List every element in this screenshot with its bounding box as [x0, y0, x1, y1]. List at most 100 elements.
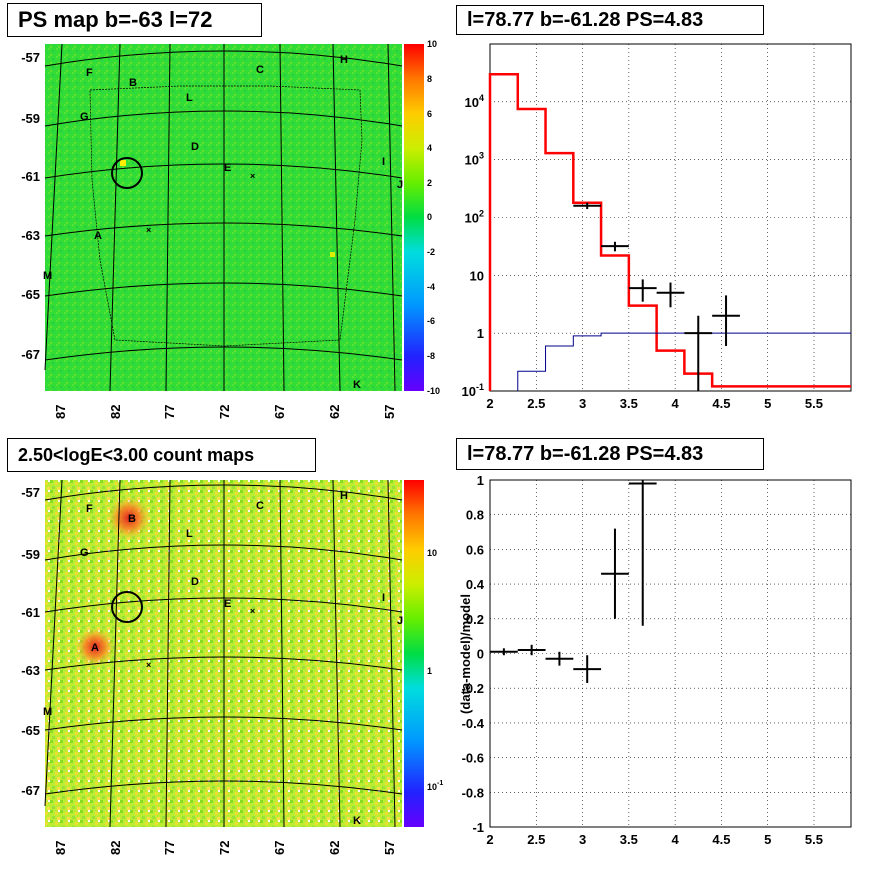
x-tick: 77 — [162, 841, 177, 855]
y-tick-label: -1 — [472, 820, 484, 835]
source-label: E — [224, 598, 231, 610]
y-tick-label: 10-1 — [462, 382, 484, 399]
x-tick-label: 2 — [486, 396, 493, 411]
source-label: F — [86, 503, 93, 515]
svg-text:10: 10 — [427, 548, 437, 558]
y-tick-label: 102 — [465, 209, 484, 226]
x-tick-label: 3.5 — [620, 832, 638, 847]
svg-text:-2: -2 — [427, 247, 435, 257]
svg-text:-1: -1 — [437, 780, 443, 787]
count-map-y-ticks: -57 -59 -61 -63 -65 -67 — [21, 485, 40, 798]
y-tick: -61 — [21, 605, 40, 620]
x-tick: 67 — [272, 841, 287, 855]
svg-text:-10: -10 — [427, 386, 440, 396]
x-tick-label: 3 — [579, 396, 586, 411]
source-blob-A — [75, 627, 115, 667]
x-tick: 82 — [108, 405, 123, 419]
svg-text:10: 10 — [427, 782, 437, 792]
source-label: C — [256, 500, 264, 512]
ps-colorbar — [404, 44, 424, 391]
y-tick: -65 — [21, 723, 40, 738]
marker-x: × — [250, 171, 255, 181]
count-map-title: 2.50<logE<3.00 count maps — [7, 438, 316, 472]
survey-footprint — [89, 85, 363, 347]
x-tick-label: 5.5 — [805, 396, 823, 411]
source-label: J — [397, 179, 403, 191]
x-tick: 77 — [162, 405, 177, 419]
x-tick-label: 3.5 — [620, 396, 638, 411]
source-label: A — [91, 642, 99, 654]
x-tick: 82 — [108, 841, 123, 855]
source-label: G — [80, 111, 89, 123]
source-label: H — [340, 54, 348, 66]
y-tick: -63 — [21, 663, 40, 678]
count-map-grid — [44, 479, 403, 828]
svg-text:-8: -8 — [427, 351, 435, 361]
residual-title: l=78.77 b=-61.28 PS=4.83 — [456, 438, 764, 470]
y-tick-label: 0 — [477, 647, 484, 662]
x-tick-label: 4.5 — [712, 832, 730, 847]
x-tick-label: 2.5 — [527, 396, 545, 411]
ps-map-x-ticks: 87 82 77 72 67 62 57 — [53, 405, 397, 419]
y-tick-label: 0.6 — [466, 542, 484, 557]
x-tick-label: 2.5 — [527, 832, 545, 847]
x-tick-label: 4 — [672, 832, 680, 847]
source-label: I — [382, 592, 385, 604]
y-tick-label: -0.8 — [462, 785, 484, 800]
count-map-panel: × × A B C D E F G H I J K L M -57 -59 -6… — [21, 479, 443, 855]
y-tick: -65 — [21, 287, 40, 302]
x-tick: 87 — [53, 841, 68, 855]
y-tick: -57 — [21, 50, 40, 65]
x-tick-label: 5 — [764, 832, 771, 847]
svg-text:0: 0 — [427, 212, 432, 222]
x-tick-label: 4.5 — [712, 396, 730, 411]
source-label: L — [186, 528, 193, 540]
ps-map-panel: × × A B C D E F G H I J K L M -57 -59 -6… — [21, 39, 440, 419]
source-label: J — [397, 615, 403, 627]
y-tick-label: 0.2 — [466, 612, 484, 627]
ps-source-labels: A B C D E F G H I J K L M — [43, 54, 403, 391]
y-tick: -57 — [21, 485, 40, 500]
x-tick-label: 2 — [486, 832, 493, 847]
y-tick: -61 — [21, 169, 40, 184]
ps-map-title: PS map b=-63 l=72 — [7, 3, 262, 37]
y-tick: -67 — [21, 783, 40, 798]
target-circle — [111, 157, 143, 189]
svg-text:1: 1 — [427, 666, 432, 676]
source-label: M — [43, 706, 52, 718]
source-label: D — [191, 576, 199, 588]
source-label: C — [256, 64, 264, 76]
y-tick: -63 — [21, 228, 40, 243]
ps-colorbar-ticks: 10 8 6 4 2 0 -2 -4 -6 -8 -10 — [427, 39, 440, 396]
model-step-line — [488, 72, 851, 391]
source-label: M — [43, 270, 52, 282]
spectrum-title: l=78.77 b=-61.28 PS=4.83 — [456, 5, 764, 35]
x-tick-label: 5 — [764, 396, 771, 411]
svg-text:-6: -6 — [427, 316, 435, 326]
y-tick-label: 0.4 — [466, 577, 485, 592]
count-colorbar — [404, 480, 424, 827]
y-tick-label: 104 — [465, 93, 484, 110]
x-tick: 57 — [382, 841, 397, 855]
marker-x: × — [146, 660, 151, 670]
marker-x: × — [250, 606, 255, 616]
y-tick-label: -0.2 — [462, 681, 484, 696]
marker-x: × — [146, 225, 151, 235]
x-tick: 87 — [53, 405, 68, 419]
y-tick-label: 10 — [470, 268, 484, 283]
x-tick: 72 — [217, 405, 232, 419]
model-step-line — [517, 332, 851, 391]
source-label: A — [94, 230, 102, 242]
hotspot — [120, 160, 126, 166]
source-label: I — [382, 156, 385, 168]
hotspot — [330, 252, 335, 257]
source-label: B — [128, 513, 136, 525]
source-label: G — [80, 547, 89, 559]
count-colorbar-ticks: 10 1 10 -1 — [427, 548, 443, 792]
source-label: L — [186, 92, 193, 104]
svg-text:2: 2 — [427, 178, 432, 188]
source-label: B — [129, 77, 137, 89]
source-label: E — [224, 162, 231, 174]
svg-text:-4: -4 — [427, 282, 435, 292]
